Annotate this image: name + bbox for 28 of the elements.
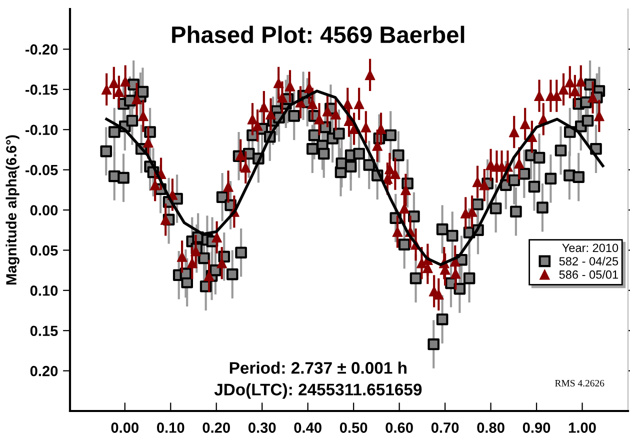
- x-tick-label: 0.80: [477, 422, 504, 433]
- y-tick-label: -0.15: [26, 84, 58, 95]
- annotation: JDo(LTC): 2455311.651659: [214, 383, 422, 399]
- annotation: Period: 2.737 ± 0.001 h: [230, 362, 406, 374]
- x-tick-label: 0.40: [294, 422, 322, 433]
- x-tick-label: 0.90: [522, 422, 550, 433]
- y-tick-label: 0.20: [30, 366, 58, 376]
- x-tick-label: 0.70: [431, 422, 459, 433]
- y-tick-label: 0.00: [30, 205, 58, 216]
- y-tick-label: 0.15: [30, 326, 58, 336]
- legend-label: 582 - 04/25: [559, 256, 618, 266]
- x-tick-label: 0.50: [340, 422, 368, 433]
- x-tick-label: 0.30: [248, 422, 276, 433]
- x-tick-label: 0.20: [202, 422, 230, 433]
- annotation: RMS 4.2626: [555, 380, 604, 387]
- y-tick-label: 0.10: [30, 286, 58, 296]
- x-tick-label: 0.60: [386, 422, 413, 433]
- y-tick-label: 0.05: [30, 245, 58, 256]
- text: Phased Plot: 4569 Baerbel: [172, 26, 464, 44]
- y-axis-title: Magnitude alpha(6.6°): [6, 135, 20, 284]
- x-tick-label: 0.10: [157, 422, 184, 433]
- legend-title: Year: 2010: [562, 244, 618, 252]
- y-tick-label: -0.10: [26, 124, 58, 136]
- x-tick-label: 0.00: [111, 422, 138, 433]
- legend-label: 586 - 05/01: [559, 270, 618, 279]
- x-tick-label: 1.00: [568, 422, 596, 433]
- y-tick-label: -0.05: [26, 164, 58, 176]
- y-tick-label: -0.20: [26, 44, 58, 55]
